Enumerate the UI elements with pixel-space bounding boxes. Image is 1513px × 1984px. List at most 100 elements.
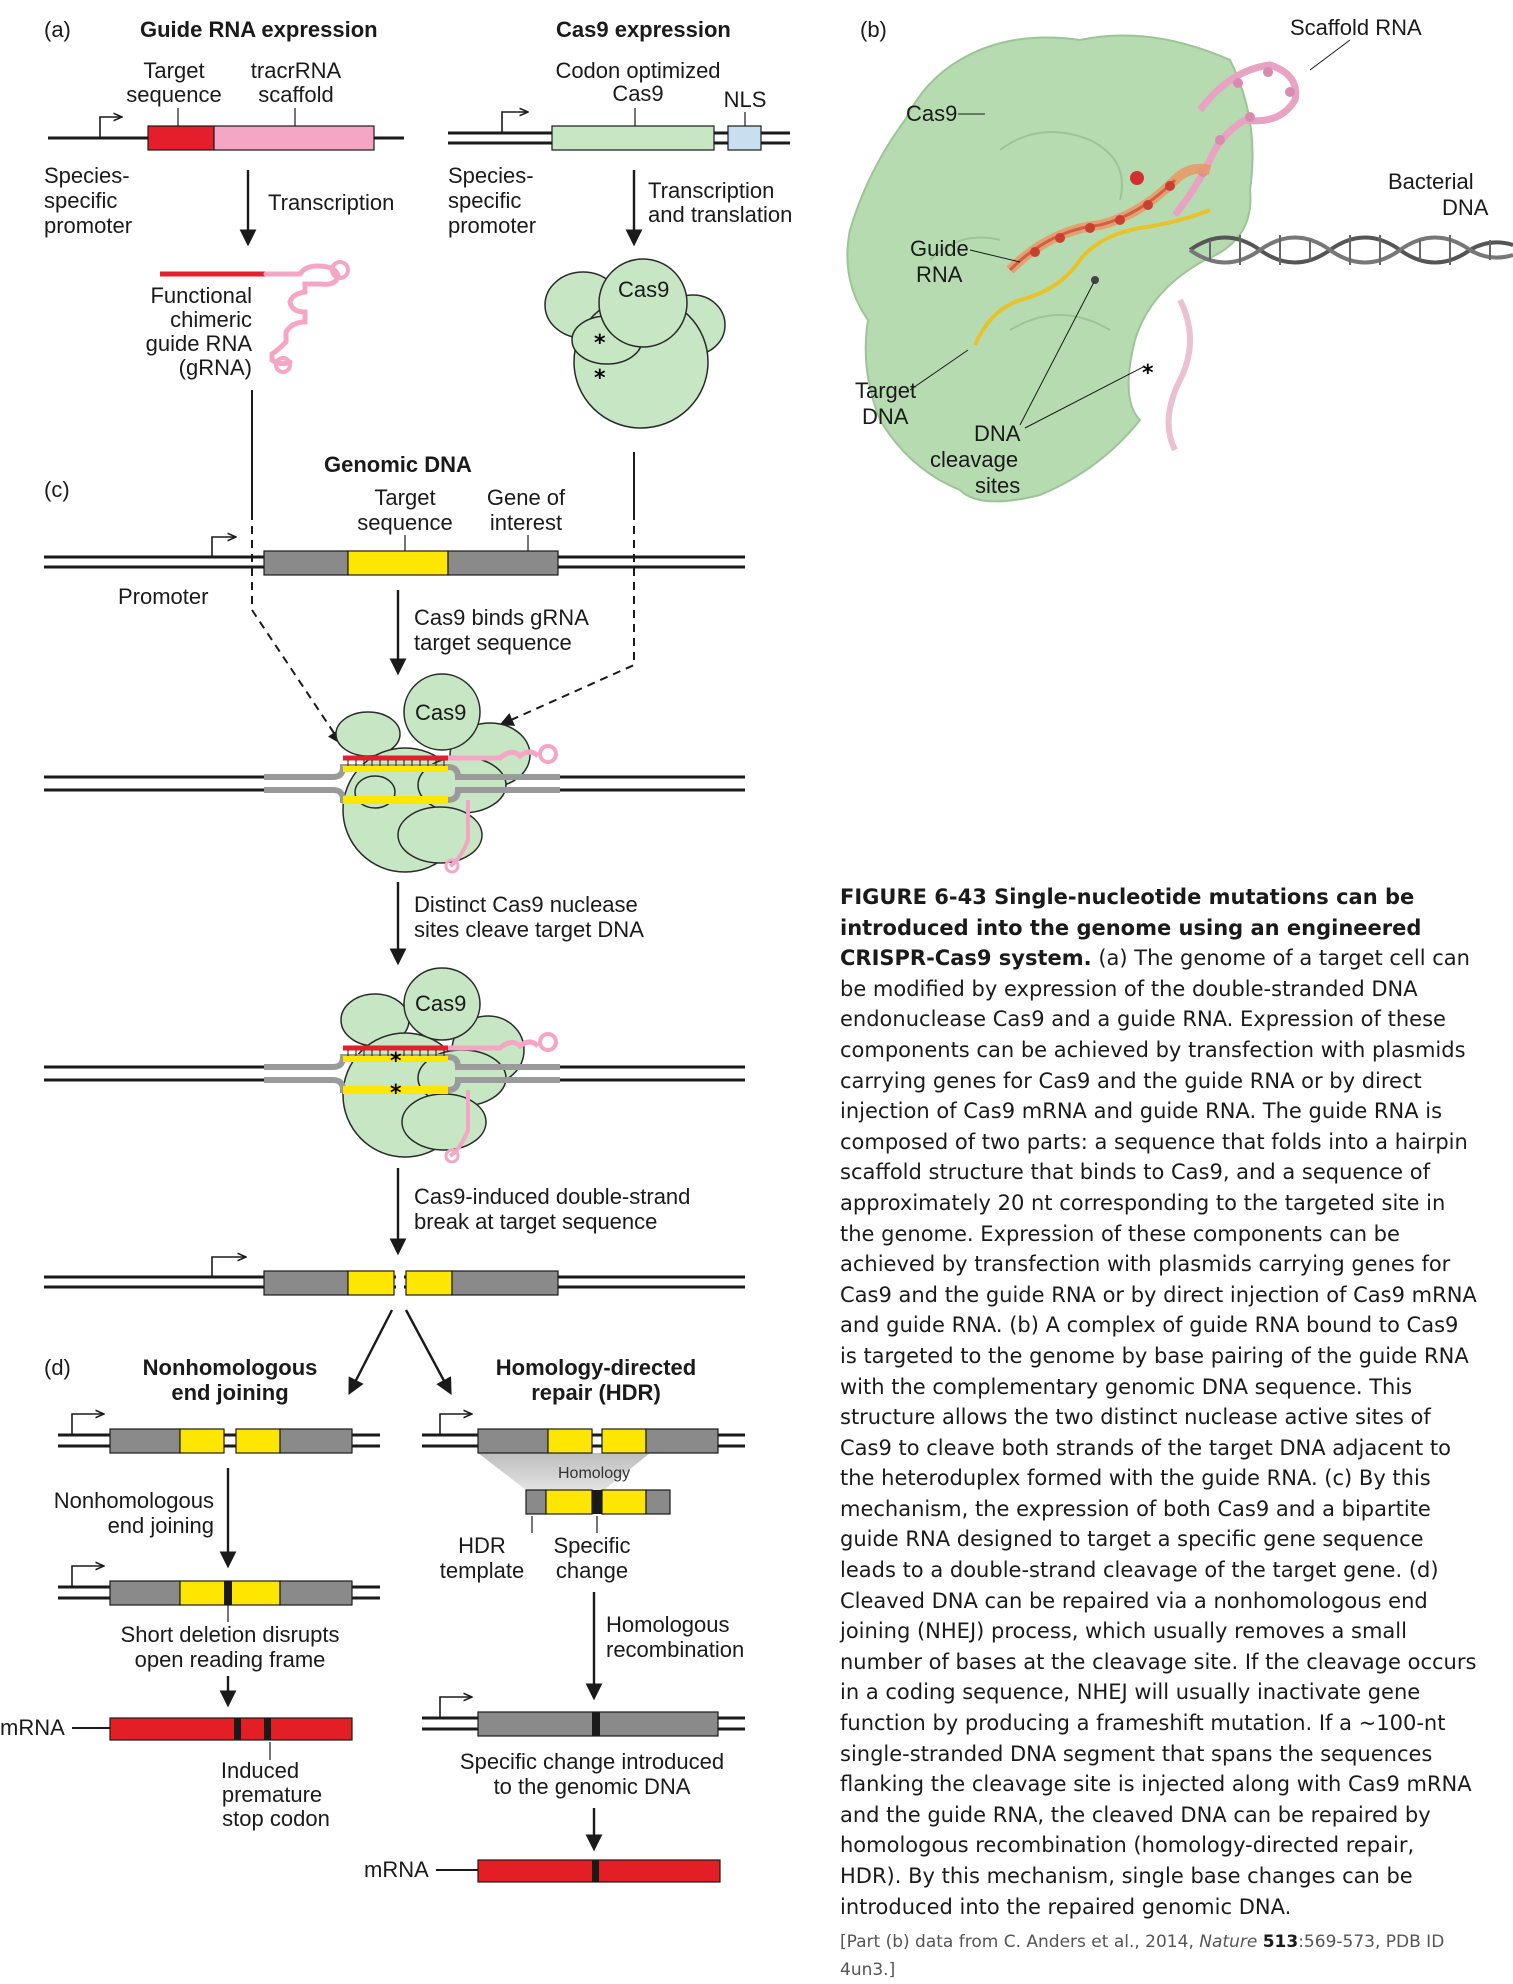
short-deletion-1: Short deletion disrupts — [121, 1622, 340, 1647]
gene-left-box — [263, 550, 349, 576]
caption-source: [Part (b) data from C. Anders et al., 20… — [840, 1928, 1480, 1984]
mrna-label-nhej: mRNA — [0, 1715, 65, 1740]
cas9-expression-title: Cas9 expression — [556, 17, 731, 42]
tracrrna-scaffold-box — [213, 125, 375, 151]
species-promoter-a-1: Species- — [44, 163, 130, 188]
cas9-label-a: Cas9 — [618, 277, 669, 302]
dna-cleavage-label-3: sites — [975, 473, 1020, 498]
cas9-label-complex-2: Cas9 — [415, 991, 466, 1016]
induced-stop-1: Induced — [221, 1758, 299, 1783]
species-promoter-b-3: promoter — [448, 213, 536, 238]
hdr-mrna-bar — [436, 1859, 721, 1883]
nhej-repaired-dna — [58, 1566, 380, 1606]
cas9-structure-image: * — [846, 34, 1513, 503]
gene-right-box — [447, 550, 559, 576]
promoter-label: Promoter — [118, 584, 208, 609]
double-strand-label-1: Cas9-induced double-strand — [414, 1184, 690, 1209]
induced-stop-3: stop codon — [222, 1806, 330, 1831]
scaffold-rna-label: Scaffold RNA — [1290, 15, 1422, 40]
species-promoter-b-1: Species- — [448, 163, 534, 188]
cut-star-bottom-icon: * — [390, 1081, 402, 1106]
tracrrna-label-2: scaffold — [258, 82, 333, 107]
active-site-star-1-icon: * — [594, 331, 606, 356]
hdr-template-left — [525, 1489, 547, 1515]
figure-title: FIGURE 6-43 Single-nucleotide mutations … — [840, 885, 1422, 971]
bacterial-dna-label-2: DNA — [1442, 195, 1489, 220]
specific-introduced-1: Specific change introduced — [460, 1749, 724, 1774]
nhej-step-1: Nonhomologous — [54, 1488, 214, 1513]
bacterial-dna-label-1: Bacterial — [1388, 169, 1474, 194]
cas9-protein-a-icon — [544, 258, 726, 429]
cas9-label-complex-1: Cas9 — [415, 700, 466, 725]
specific-change-1: Specific — [553, 1533, 630, 1558]
hdr-title-1: Homology-directed — [496, 1355, 696, 1380]
promoter-arrow-icon — [99, 117, 122, 138]
grna-dashed-arrow — [251, 512, 342, 745]
cleaved-dna-construct — [44, 1257, 745, 1296]
codon-optimized-label-1: Codon optimized — [555, 58, 720, 83]
tracrrna-label-1: tracrRNA — [251, 58, 342, 83]
cas9-binds-label-2: target sequence — [414, 630, 572, 655]
cas9-gene-construct — [448, 108, 790, 151]
specific-introduced-2: to the genomic DNA — [494, 1774, 691, 1799]
homology-region — [478, 1453, 650, 1490]
transcription-translation-label-1: Transcription — [648, 178, 774, 203]
panel-a-label: (a) — [44, 17, 71, 42]
genomic-promoter-arrow-icon — [211, 537, 236, 557]
homologous-recomb-2: recombination — [606, 1637, 744, 1662]
functional-grna-label-2: chimeric — [170, 307, 252, 332]
nls-box — [727, 125, 762, 151]
guide-rna-structure-label-2: RNA — [916, 262, 963, 287]
species-promoter-a-3: promoter — [44, 213, 132, 238]
cas9-promoter-arrow-icon — [501, 112, 528, 133]
mrna-label-hdr: mRNA — [364, 1857, 429, 1882]
source-journal: Nature — [1199, 1932, 1258, 1953]
species-promoter-a-2: specific — [44, 188, 117, 213]
hdr-template-2: template — [440, 1558, 524, 1583]
guide-rna-expression-title: Guide RNA expression — [140, 17, 378, 42]
transcription-translation-label-2: and translation — [648, 202, 792, 227]
nhej-title-2: end joining — [171, 1380, 288, 1405]
distinct-sites-label-2: sites cleave target DNA — [414, 917, 644, 942]
hdr-template-1: HDR — [458, 1533, 506, 1558]
to-hdr-arrow — [404, 1309, 452, 1395]
dna-cleavage-label-1: DNA — [974, 421, 1021, 446]
cas9-dna-complex-1 — [44, 673, 745, 874]
hdr-cleaved-dna — [422, 1414, 745, 1515]
to-nhej-arrow — [348, 1309, 394, 1395]
cas9-dna-complex-2 — [44, 967, 745, 1164]
guide-rna-structure-label-1: Guide — [910, 236, 969, 261]
target-sequence-label-2: sequence — [126, 82, 221, 107]
grna-gene-construct — [48, 108, 404, 151]
transcription-label: Transcription — [268, 190, 394, 215]
target-yellow-box — [347, 550, 449, 576]
source-prefix: [Part (b) data from C. Anders et al., 20… — [840, 1932, 1194, 1953]
specific-change-2: change — [556, 1558, 628, 1583]
cas9-gene-box — [551, 125, 715, 151]
panel-c-label: (c) — [44, 477, 70, 502]
target-sequence-c-2: sequence — [357, 510, 452, 535]
hdr-title-2: repair (HDR) — [531, 1380, 661, 1405]
homology-label: Homology — [558, 1465, 630, 1482]
functional-grna-icon — [160, 260, 350, 374]
genomic-dna-construct — [44, 537, 745, 576]
figure-caption: FIGURE 6-43 Single-nucleotide mutations … — [840, 882, 1480, 1984]
cleaved-promoter-arrow-icon — [211, 1257, 246, 1277]
induced-stop-2: premature — [222, 1782, 322, 1807]
short-deletion-2: open reading frame — [135, 1647, 326, 1672]
double-strand-label-2: break at target sequence — [414, 1209, 657, 1234]
species-promoter-b-2: specific — [448, 188, 521, 213]
functional-grna-label-4: (gRNA) — [179, 355, 252, 380]
crispr-figure: (a) Guide RNA expression Cas9 expression… — [0, 15, 1513, 1883]
functional-grna-label-1: Functional — [150, 283, 252, 308]
panel-b-label: (b) — [860, 17, 887, 42]
distinct-sites-label-1: Distinct Cas9 nuclease — [414, 892, 638, 917]
nls-label: NLS — [724, 87, 767, 112]
cleavage-site-star-icon: * — [1142, 361, 1154, 386]
codon-optimized-label-2: Cas9 — [612, 81, 663, 106]
active-site-star-2-icon: * — [594, 366, 606, 391]
hdr-repaired-dna — [422, 1697, 745, 1737]
genomic-dna-title: Genomic DNA — [324, 452, 472, 477]
caption-body: (a) The genome of a target cell can be m… — [840, 946, 1477, 1919]
nhej-mrna-bar — [72, 1717, 353, 1741]
